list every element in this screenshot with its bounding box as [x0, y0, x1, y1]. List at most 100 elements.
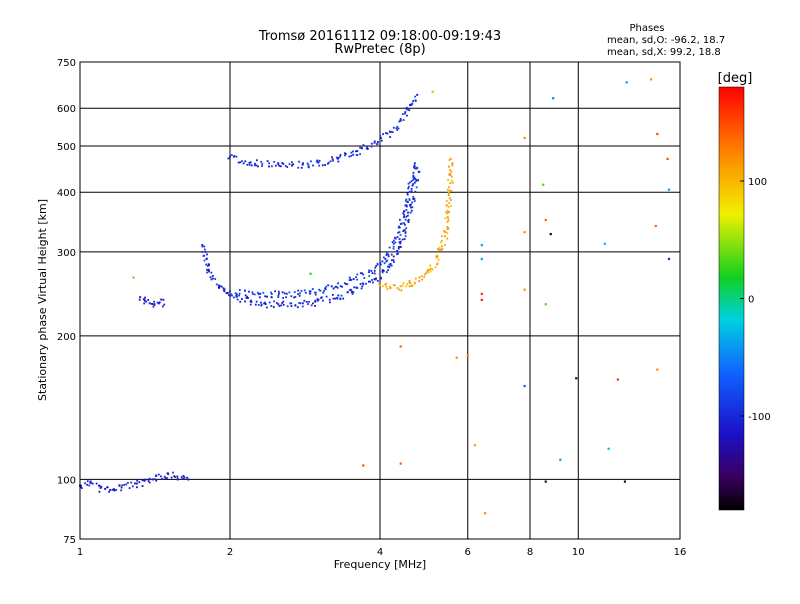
trace-point	[429, 267, 432, 270]
trace-point	[164, 477, 167, 480]
trace-point	[388, 246, 391, 249]
trace-point	[282, 300, 285, 303]
trace-point	[399, 234, 402, 236]
trace-point	[438, 247, 441, 249]
trace-anchor-point	[316, 299, 319, 302]
trace-point	[113, 488, 115, 490]
trace-point	[411, 102, 414, 105]
trace-point	[91, 482, 94, 485]
trace-anchor-point	[330, 285, 333, 288]
trace-point	[316, 159, 319, 162]
trace-point	[80, 484, 83, 487]
scatter-point	[607, 447, 610, 450]
trace-point	[241, 160, 243, 163]
trace-point	[384, 283, 387, 286]
trace-point	[206, 253, 208, 256]
trace-point	[393, 284, 396, 287]
trace-anchor-point	[162, 298, 165, 301]
trace-point	[446, 209, 449, 212]
trace-point	[441, 248, 444, 251]
trace-point	[303, 299, 306, 302]
trace-point	[414, 99, 417, 102]
trace-point	[98, 490, 101, 493]
trace-point	[371, 279, 373, 281]
trace-point	[393, 239, 395, 242]
trace-point	[385, 252, 388, 255]
trace-point	[236, 298, 239, 301]
trace-point	[386, 132, 389, 135]
x-axis-ticks: 1 2 4 6 8 10 16	[77, 547, 687, 558]
trace-point	[321, 164, 324, 167]
trace-point	[374, 278, 377, 281]
trace-point	[406, 283, 409, 286]
trace-point	[90, 482, 92, 484]
trace-point	[406, 214, 409, 217]
trace-point	[292, 163, 295, 166]
trace-point	[226, 291, 229, 294]
trace-point	[414, 190, 417, 193]
trace-point	[298, 294, 301, 297]
trace-point	[382, 270, 385, 272]
trace-anchor-point	[384, 257, 387, 260]
trace-point	[297, 289, 300, 292]
trace-point	[348, 155, 351, 158]
trace-point	[328, 301, 331, 304]
trace-point	[134, 482, 136, 485]
trace-point	[324, 287, 326, 290]
trace-point	[205, 263, 208, 266]
trace-point	[324, 288, 327, 291]
trace-point	[410, 187, 413, 190]
trace-point	[253, 293, 256, 296]
trace-point	[424, 273, 427, 276]
trace-point	[413, 282, 416, 285]
trace-point	[445, 204, 448, 207]
trace-point	[144, 478, 147, 481]
trace-point	[402, 212, 405, 215]
trace-point	[172, 471, 174, 474]
trace-point	[277, 294, 280, 297]
trace-point	[245, 296, 248, 299]
trace-point	[352, 278, 355, 280]
trace-point	[444, 243, 446, 246]
trace-anchor-point	[389, 130, 392, 133]
y-tick-label: 400	[57, 188, 76, 199]
trace-point	[183, 476, 186, 479]
trace-point	[398, 238, 401, 240]
trace-point	[376, 280, 379, 282]
trace-point	[413, 167, 416, 169]
trace-point	[408, 109, 411, 112]
trace-point	[441, 245, 443, 248]
trace-point	[161, 477, 164, 480]
trace-point	[446, 225, 449, 228]
trace-point	[299, 302, 302, 305]
scatter-point	[654, 224, 657, 228]
trace-point	[448, 173, 451, 176]
trace-point	[360, 147, 363, 149]
trace-anchor-point	[259, 292, 262, 295]
trace-anchor-point	[166, 472, 169, 475]
trace-point	[446, 237, 449, 240]
trace-point	[396, 287, 399, 289]
trace-point	[351, 292, 354, 295]
trace-point	[429, 264, 432, 267]
trace-point	[447, 220, 450, 222]
trace-point	[277, 162, 280, 164]
trace-point	[294, 304, 297, 307]
x-axis-label: Frequency [MHz]	[334, 558, 426, 571]
trace-anchor-point	[277, 303, 280, 306]
trace-point	[229, 293, 232, 296]
trace-point	[403, 213, 406, 216]
trace-point	[152, 305, 155, 308]
x-tick-label: 2	[227, 547, 233, 558]
trace-point	[223, 290, 226, 293]
trace-point	[350, 154, 353, 157]
trace-anchor-point	[151, 478, 154, 481]
scatter-point	[616, 378, 619, 381]
trace-point	[104, 487, 107, 490]
trace-point	[307, 165, 310, 168]
trace-point	[447, 206, 450, 208]
trace-point	[387, 253, 390, 256]
trace-point	[414, 167, 417, 170]
trace-anchor-point	[367, 271, 370, 274]
